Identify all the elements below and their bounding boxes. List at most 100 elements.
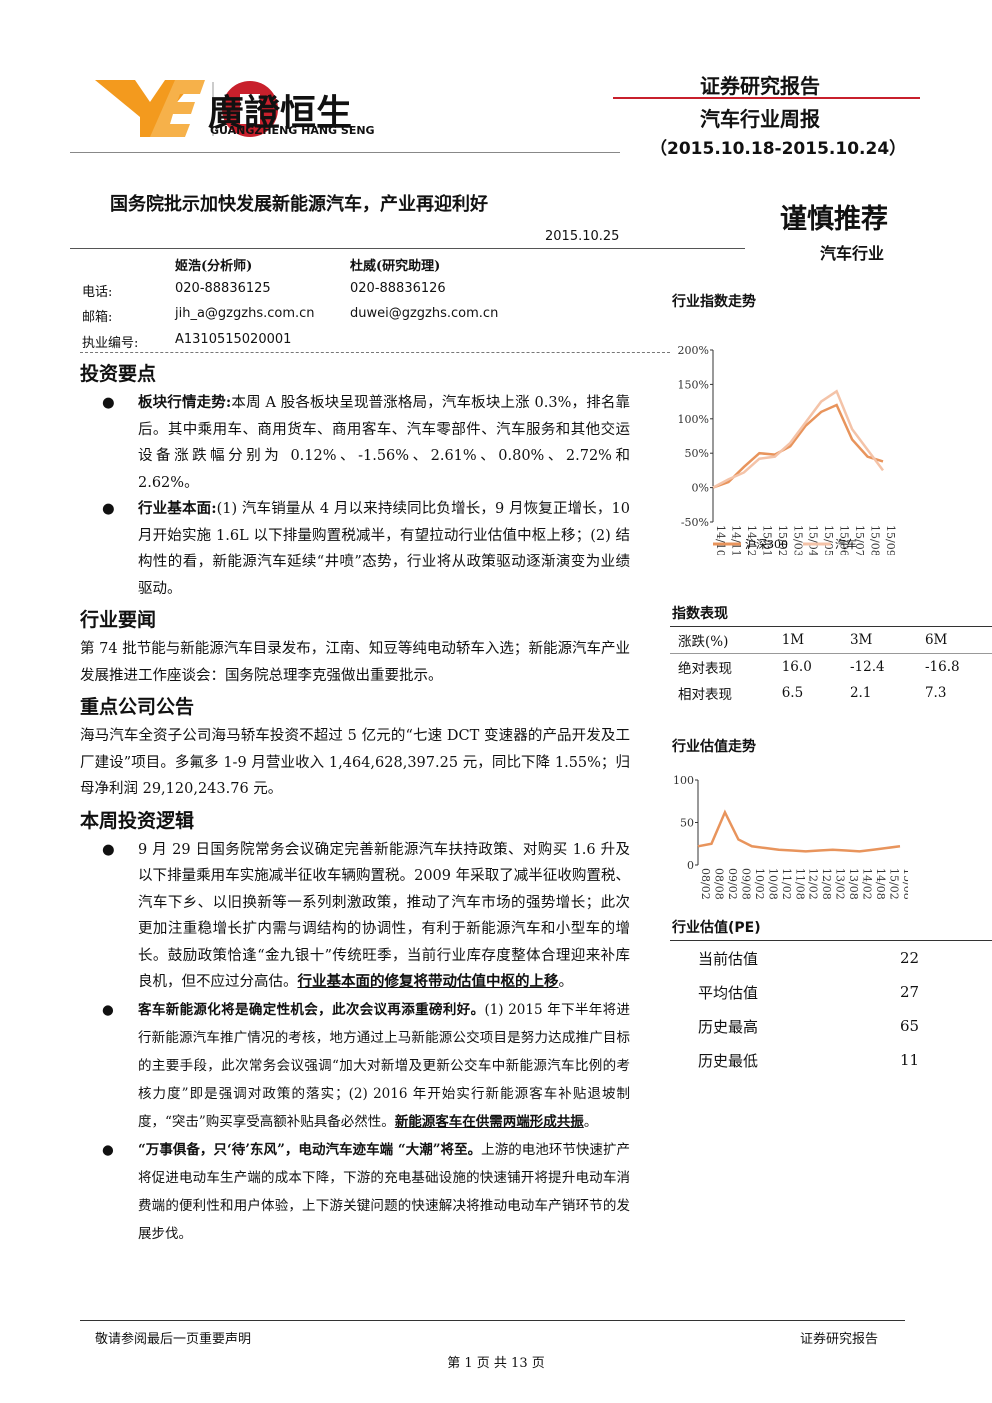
- y-tick-label: 50: [680, 817, 694, 830]
- emphasis: 新能源客车在供需两端形成共振: [394, 1113, 584, 1130]
- text: (1) 2015 年下半年将进行新能源汽车推广情况的考核，地方通过上马新能源公交…: [138, 1001, 631, 1130]
- report-name: 汽车行业周报: [700, 107, 820, 131]
- phone: 020-88836126: [350, 281, 446, 296]
- row: 平均估值 27: [670, 975, 992, 1009]
- bullet: ● 9 月 29 日国务院常务会议确定完善新能源汽车扶持政策、对购买 1.6 升及…: [80, 837, 630, 996]
- rule: [80, 352, 670, 353]
- cell: 历史最低: [698, 1051, 759, 1070]
- y-tick-label: 150%: [678, 378, 709, 391]
- x-tick-label: 15/06: [838, 525, 851, 555]
- section-heading: 行业要闻: [80, 609, 157, 631]
- email: jih_a@gzgzhs.com.cn: [175, 306, 315, 321]
- y-tick-label: 50%: [685, 447, 709, 460]
- license: A1310515020001: [175, 332, 292, 347]
- emphasis: 行业基本面的修复将带动估值中枢的上移: [297, 973, 559, 990]
- header-cell: 3M: [849, 632, 873, 648]
- cell: 7.3: [924, 685, 947, 701]
- rule: [70, 152, 620, 153]
- bullet-dot: ●: [102, 395, 115, 411]
- rating: 谨慎推荐: [780, 204, 888, 235]
- y-tick-label: 0%: [692, 482, 709, 495]
- cell: 6.5: [781, 685, 804, 701]
- bullet: ● 客车新能源化将是确定性机会，此次会议再添重磅利好。(1) 2015 年下半年将…: [80, 996, 630, 1136]
- x-tick-label: 15/08: [869, 525, 882, 555]
- x-tick-label: 15/03: [791, 525, 804, 555]
- x-tick-label: 12/02: [807, 868, 820, 900]
- cell: 当前估值: [698, 949, 759, 968]
- cell: 平均估值: [698, 983, 759, 1002]
- x-tick-label: 11/02: [780, 868, 793, 900]
- bullet-dot: ●: [102, 841, 115, 858]
- text: 9 月 29 日国务院常务会议确定完善新能源汽车扶持政策、对购买 1.6 升及以…: [138, 841, 630, 991]
- table-title: 行业估值(PE): [672, 920, 761, 936]
- bullet-dot: ●: [102, 1001, 114, 1018]
- text: 。: [558, 974, 574, 990]
- pe-table: 当前估值 22 平均估值 27 历史最高 65 历史最低 11: [670, 940, 992, 1077]
- x-tick-label: 08/02: [699, 868, 712, 900]
- footer-note: 敬请参阅最后一页重要声明: [95, 1332, 252, 1347]
- industry: 汽车行业: [820, 244, 885, 263]
- phone: 020-88836125: [175, 281, 271, 296]
- bullet-dot: ●: [102, 501, 115, 517]
- lead: 行业基本面:: [138, 500, 217, 517]
- x-tick-label: 15/02: [888, 868, 901, 900]
- logo-en: GUANGZHENG HANG SENG: [210, 124, 375, 137]
- label: 执业编号:: [82, 336, 139, 351]
- x-tick-label: 12/08: [820, 868, 833, 900]
- x-tick-label: 09/02: [726, 868, 739, 900]
- line: [697, 809, 901, 853]
- x-tick-label: 14/12: [745, 525, 758, 555]
- bullet-dot: ●: [102, 1141, 114, 1158]
- cell: 27: [900, 983, 920, 1001]
- logo-cn: 廣證恒生: [208, 93, 353, 134]
- row: 绝对表现 16.0 -12.4 -16.8: [670, 654, 992, 681]
- x-tick-label: 11/08: [793, 868, 806, 900]
- lead: 客车新能源化将是确定性机会，此次会议再添重磅利好。: [138, 1001, 485, 1018]
- y-tick-label: 0: [687, 859, 694, 872]
- header-cell: 6M: [924, 632, 948, 648]
- cell: 相对表现: [678, 687, 732, 703]
- x-tick-label: 15/01: [760, 525, 773, 555]
- cell: 65: [900, 1017, 920, 1035]
- x-tick-label: 10/02: [753, 868, 766, 900]
- footer-label: 证券研究报告: [800, 1332, 879, 1347]
- x-tick-label: 14/02: [861, 868, 874, 900]
- date: 2015.10.25: [545, 229, 620, 244]
- x-tick-label: 14/10: [714, 525, 727, 555]
- cell: 11: [900, 1051, 920, 1069]
- x-tick-label: 13/02: [834, 868, 847, 900]
- cell: 22: [900, 949, 920, 967]
- y-tick-label: 100: [673, 774, 694, 787]
- y-tick-label: -50%: [681, 516, 709, 529]
- chart-title: 行业指数走势: [672, 294, 756, 310]
- cell: -12.4: [849, 659, 885, 675]
- x-tick-label: 15/04: [807, 525, 820, 555]
- rule: [80, 1320, 905, 1321]
- section-heading: 投资要点: [80, 363, 157, 385]
- row: 涨跌(%) 1M 3M 6M: [670, 627, 992, 654]
- x-tick-label: 15/07: [853, 525, 866, 555]
- paragraph: 第 74 批节能与新能源汽车目录发布，江南、知豆等纯电动轿车入选；新能源汽车产业…: [80, 641, 630, 684]
- paragraph: 海马汽车全资子公司海马轿车投资不超过 5 亿元的“七速 DCT 变速器的产品开发…: [80, 728, 630, 797]
- chart: -50%0%50%100%150%200%14/10 14/11 14/12 15/0…: [678, 344, 897, 555]
- label: 电话:: [82, 285, 113, 300]
- body: 投资要点 ● 板块行情走势:本周 A 股各板块呈现普涨格局，汽车板块上涨 0.3%，…: [80, 356, 630, 1248]
- x-tick-label: 10/08: [766, 868, 779, 900]
- x-tick-label: 15/02: [776, 525, 789, 555]
- x-tick-label: 08/08: [712, 868, 725, 900]
- text: 。: [583, 1113, 598, 1130]
- section-heading: 本周投资逻辑: [80, 809, 195, 832]
- x-tick-label: 15/05: [822, 525, 835, 555]
- line: [712, 403, 884, 489]
- section-heading: 重点公司公告: [80, 696, 195, 718]
- legend-label: 汽车: [835, 537, 857, 551]
- index-table: 涨跌(%) 1M 3M 6M 绝对表现 16.0 -12.4 -16.8 相对表现 6.5 2.1 7…: [670, 626, 992, 706]
- cell: -16.8: [924, 659, 960, 675]
- legend-label: 沪深300: [745, 537, 788, 551]
- row: 历史最低 11: [670, 1043, 992, 1077]
- row: 历史最高 65: [670, 1009, 992, 1043]
- bullet: ● 板块行情走势:本周 A 股各板块呈现普涨格局，汽车板块上涨 0.3%，排名靠后…: [80, 390, 630, 496]
- bullet: ● “万事俱备，只‘待’东风”，电动汽车迹车端 “大潮”将至。上游的电池环节快速扩…: [80, 1136, 630, 1248]
- lead: “万事俱备，只‘待’东风”，电动汽车迹车端 “大潮”将至。: [138, 1141, 482, 1158]
